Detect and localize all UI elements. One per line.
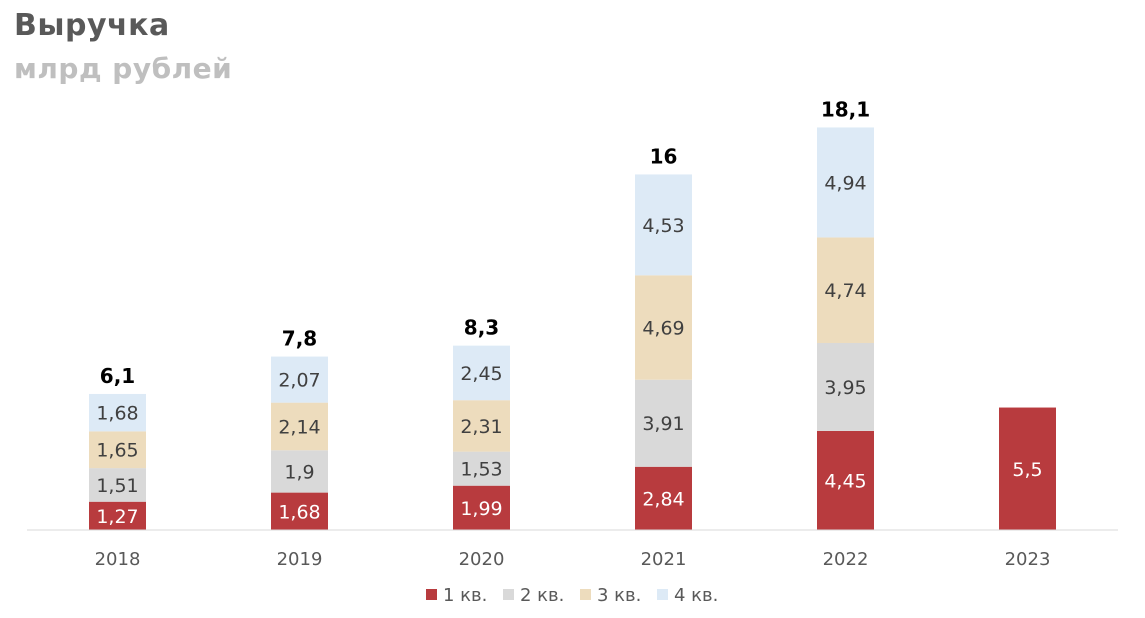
data-label-2021-q4: 4,53 [642,215,684,237]
bar-segment-2019-q4 [271,356,328,403]
data-label-2023-q1: 5,5 [1012,459,1042,481]
data-label-2021-q1: 2,84 [642,488,684,510]
data-label-2019-q2: 1,9 [284,461,314,483]
data-label-2020-q3: 2,31 [460,416,502,438]
bar-segment-2018-q2 [89,468,146,502]
category-labels: 2018 2019 2020 2021 2022 2023 [95,549,1051,570]
chart-title: Выручка [14,8,170,43]
x-tick-label-2018: 2018 [95,549,141,570]
bar-segment-2023-q1 [999,407,1056,530]
data-label-2019-q4: 2,07 [278,370,320,392]
bar-segment-2021-q2 [635,379,692,467]
chart-subtitle: млрд рублей [14,52,233,85]
bar-segment-2019-q2 [271,450,328,493]
data-label-2020-q4: 2,45 [460,363,502,385]
data-label-2020-q2: 1,53 [460,459,502,481]
legend-swatch-q2 [503,589,514,600]
bar-segment-2018-q1 [89,501,146,530]
bar-segment-2022-q2 [817,342,874,431]
bar-segment-2018-q3 [89,431,146,469]
data-label-2019-q1: 1,68 [278,501,320,523]
total-label-2022: 18,1 [821,97,870,121]
total-label-2019: 7,8 [282,327,317,351]
bar-segment-2020-q1 [453,485,510,530]
x-tick-label-2021: 2021 [641,549,687,570]
data-label-2018-q2: 1,51 [96,475,138,497]
bars-layer: 1,27 1,51 1,65 1,68 6,1 1,68 1,9 2,14 2,07 7,8 1,9… [89,97,1056,530]
x-tick-label-2023: 2023 [1005,549,1051,570]
bar-segment-2022-q4 [817,127,874,238]
bar-segment-2018-q4 [89,393,146,432]
bar-segment-2020-q3 [453,400,510,452]
total-label-2021: 16 [650,144,678,168]
bar-segment-2019-q3 [271,402,328,451]
bar-segment-2021-q1 [635,466,692,530]
bar-segment-2021-q4 [635,174,692,276]
x-tick-label-2022: 2022 [823,549,869,570]
legend-label-q3: 3 кв. [597,585,641,606]
total-label-2018: 6,1 [100,364,135,388]
legend-label-q1: 1 кв. [443,585,487,606]
total-label-2020: 8,3 [464,316,499,340]
x-tick-label-2020: 2020 [459,549,505,570]
data-label-2022-q1: 4,45 [824,470,866,492]
data-label-2021-q3: 4,69 [642,317,684,339]
bar-segment-2020-q4 [453,345,510,401]
bar-segment-2020-q2 [453,451,510,486]
data-label-2018-q3: 1,65 [96,440,138,462]
data-label-2018-q1: 1,27 [96,506,138,528]
legend: 1 кв. 2 кв. 3 кв. 4 кв. [426,585,718,606]
legend-swatch-q1 [426,589,437,600]
bar-segment-2022-q1 [817,430,874,530]
data-label-2022-q2: 3,95 [824,377,866,399]
bar-segment-2022-q3 [817,237,874,343]
legend-label-q4: 4 кв. [674,585,718,606]
data-label-2022-q3: 4,74 [824,280,866,302]
data-label-2022-q4: 4,94 [824,172,866,194]
data-label-2019-q3: 2,14 [278,416,320,438]
x-tick-label-2019: 2019 [277,549,323,570]
bar-segment-2019-q1 [271,492,328,530]
legend-swatch-q3 [580,589,591,600]
data-label-2021-q2: 3,91 [642,413,684,435]
bar-segment-2021-q3 [635,275,692,380]
legend-label-q2: 2 кв. [520,585,564,606]
legend-swatch-q4 [657,589,668,600]
data-label-2018-q4: 1,68 [96,403,138,425]
data-label-2020-q1: 1,99 [460,498,502,520]
